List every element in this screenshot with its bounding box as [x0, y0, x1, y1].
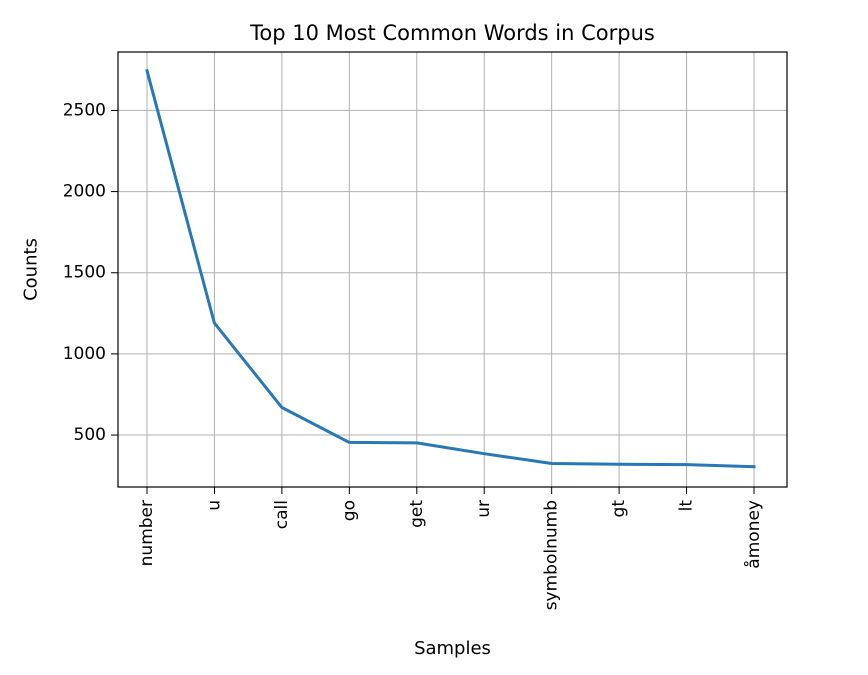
series-line — [145, 68, 756, 469]
grid-lines — [118, 52, 787, 487]
y-tick-label: 2500 — [63, 100, 106, 120]
x-tick-label: åmoney — [743, 500, 764, 569]
plot-area — [118, 52, 787, 487]
plot-frame — [117, 51, 788, 488]
chart-title: Top 10 Most Common Words in Corpus — [249, 21, 655, 45]
y-axis-label: Counts — [21, 238, 42, 301]
axis-ticks: number u call go get ur symbolnumb gt lt åmoney 50… — [63, 100, 764, 610]
y-tick-label: 500 — [74, 425, 106, 445]
x-tick-label: get — [407, 500, 427, 528]
x-tick-label: gt — [609, 500, 629, 518]
x-tick-label: u — [204, 500, 224, 511]
y-tick-label: 1000 — [63, 344, 106, 364]
x-tick-label: ur — [474, 500, 494, 518]
x-tick-label: call — [272, 500, 292, 529]
x-tick-label: go — [339, 500, 359, 521]
x-tick-label: symbolnumb — [542, 500, 562, 610]
y-tick-label: 2000 — [63, 182, 106, 202]
x-tick-label: number — [137, 500, 157, 566]
x-tick-label: lt — [677, 500, 697, 512]
y-tick-label: 1500 — [63, 263, 106, 283]
x-axis-label: Samples — [414, 638, 491, 659]
